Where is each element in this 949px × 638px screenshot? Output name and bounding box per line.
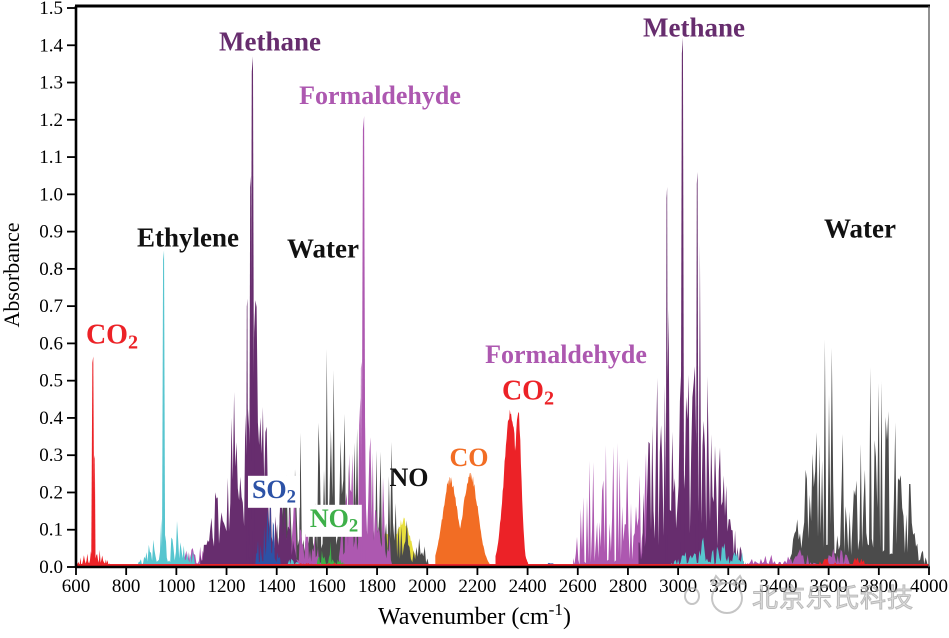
y-tick-label: 0.7 — [39, 296, 63, 317]
y-tick-label: 1.1 — [39, 147, 63, 168]
y-tick-label: 1.2 — [39, 110, 63, 131]
y-tick-label: 1.5 — [39, 0, 63, 19]
x-tick-label: 600 — [62, 576, 91, 597]
x-tick-label: 800 — [112, 576, 141, 597]
series-methane — [200, 37, 744, 568]
x-tick-label: 2800 — [609, 576, 647, 597]
x-axis-title-close: ) — [563, 604, 572, 630]
series-co — [435, 472, 490, 567]
y-tick-label: 0.9 — [39, 222, 63, 243]
x-tick-label: 2600 — [559, 576, 597, 597]
series-co2 — [76, 356, 929, 567]
x-tick-label: 3000 — [659, 576, 697, 597]
y-tick-label: 0.3 — [39, 445, 63, 466]
x-tick-label: 1200 — [208, 576, 246, 597]
x-tick-label: 3200 — [709, 576, 747, 597]
y-tick-label: 0.1 — [39, 520, 63, 541]
y-axis-title: Absorbance — [0, 205, 25, 345]
y-tick-label: 0.5 — [39, 371, 63, 392]
x-tick-label: 3800 — [860, 576, 898, 597]
y-tick-label: 0.2 — [39, 482, 63, 503]
y-tick-label: 1.4 — [39, 35, 63, 56]
y-tick-label: 0.0 — [39, 557, 63, 578]
x-tick-label: 1800 — [358, 576, 396, 597]
plot-frame — [74, 4, 930, 569]
x-tick-label: 2400 — [509, 576, 547, 597]
x-axis-title: Wavenumber (cm-1) — [0, 600, 949, 631]
series-no2 — [313, 541, 348, 567]
x-tick-label: 4000 — [910, 576, 948, 597]
x-tick-label: 3400 — [759, 576, 797, 597]
y-tick-label: 1.0 — [39, 184, 63, 205]
x-tick-label: 1600 — [308, 576, 346, 597]
x-tick-label: 2000 — [408, 576, 446, 597]
x-axis-title-superscript: -1 — [548, 600, 564, 619]
y-tick-label: 0.4 — [39, 408, 63, 429]
x-axis-title-text: Wavenumber (cm — [377, 604, 549, 630]
y-tick-label: 0.6 — [39, 333, 63, 354]
x-tick-label: 3600 — [810, 576, 848, 597]
series-water — [259, 339, 928, 567]
x-tick-label: 1400 — [258, 576, 296, 597]
y-axis-title-text: Absorbance — [0, 222, 24, 328]
x-tick-label: 2200 — [458, 576, 496, 597]
y-tick-label: 0.8 — [39, 259, 63, 280]
x-tick-label: 1000 — [157, 576, 195, 597]
y-tick-label: 1.3 — [39, 73, 63, 94]
